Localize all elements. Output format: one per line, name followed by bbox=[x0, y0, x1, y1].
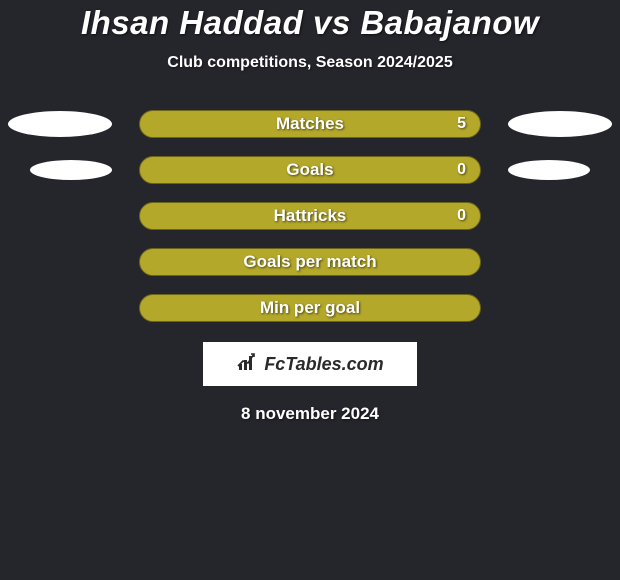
stat-value: 0 bbox=[457, 161, 466, 179]
chart-icon bbox=[236, 352, 258, 377]
stat-bar: Goals per match bbox=[139, 248, 481, 276]
stat-label: Goals bbox=[286, 160, 333, 180]
right-ellipse bbox=[508, 160, 590, 180]
stat-label: Min per goal bbox=[260, 298, 360, 318]
stat-row: Goals 0 bbox=[0, 156, 620, 184]
date-label: 8 november 2024 bbox=[0, 404, 620, 424]
stat-label: Hattricks bbox=[274, 206, 347, 226]
logo-text: FcTables.com bbox=[264, 354, 383, 375]
stat-bar: Goals 0 bbox=[139, 156, 481, 184]
left-ellipse bbox=[8, 111, 112, 137]
logo-box: FcTables.com bbox=[203, 342, 417, 386]
stats-rows: Matches 5 Goals 0 Hattricks 0 Goals per match M… bbox=[0, 110, 620, 322]
stat-row: Min per goal bbox=[0, 294, 620, 322]
right-ellipse bbox=[508, 111, 612, 137]
stat-value: 5 bbox=[457, 115, 466, 133]
stat-label: Goals per match bbox=[243, 252, 376, 272]
stat-label: Matches bbox=[276, 114, 344, 134]
stat-bar: Matches 5 bbox=[139, 110, 481, 138]
subtitle: Club competitions, Season 2024/2025 bbox=[0, 54, 620, 72]
stat-bar: Hattricks 0 bbox=[139, 202, 481, 230]
stat-row: Goals per match bbox=[0, 248, 620, 276]
left-ellipse bbox=[30, 160, 112, 180]
stat-bar: Min per goal bbox=[139, 294, 481, 322]
stat-row: Matches 5 bbox=[0, 110, 620, 138]
stat-row: Hattricks 0 bbox=[0, 202, 620, 230]
page-title: Ihsan Haddad vs Babajanow bbox=[0, 0, 620, 42]
stat-value: 0 bbox=[457, 207, 466, 225]
